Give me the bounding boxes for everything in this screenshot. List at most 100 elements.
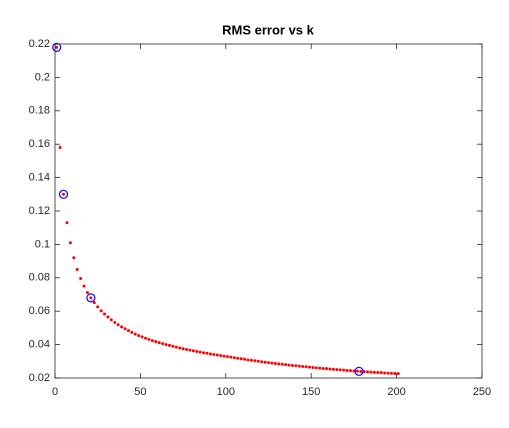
data-point [167, 343, 171, 347]
data-point [58, 146, 62, 150]
data-point [222, 354, 226, 358]
data-point [147, 337, 151, 341]
data-point [287, 363, 291, 367]
data-point [277, 362, 281, 366]
data-point [396, 372, 400, 376]
data-point [328, 367, 332, 371]
data-point [229, 355, 233, 359]
data-point [65, 221, 69, 225]
data-point [369, 370, 373, 374]
data-point [376, 370, 380, 374]
y-tick-label: 0.14 [29, 172, 50, 184]
data-point [157, 341, 161, 345]
x-tick-label: 250 [473, 386, 491, 398]
chart-title: RMS error vs k [222, 22, 315, 37]
data-point [301, 364, 305, 368]
data-point [280, 362, 284, 366]
data-point [249, 358, 253, 362]
data-point [212, 352, 216, 356]
data-point [208, 352, 212, 356]
data-point [123, 327, 127, 331]
highlight-marker [354, 366, 364, 376]
data-point [140, 335, 144, 339]
data-point [253, 359, 257, 363]
data-point [379, 371, 383, 375]
data-point [85, 290, 89, 294]
data-point [273, 361, 277, 365]
data-point [171, 344, 175, 348]
data-point [226, 355, 230, 359]
data-point [331, 367, 335, 371]
data-point [243, 357, 247, 361]
y-tick-label: 0.16 [29, 138, 50, 150]
data-point [89, 296, 93, 300]
x-tick-label: 0 [52, 386, 58, 398]
data-point [260, 360, 264, 364]
data-point [75, 267, 79, 271]
data-point [311, 365, 315, 369]
x-tick-label: 50 [134, 386, 146, 398]
data-point [263, 360, 267, 364]
data-point [304, 365, 308, 369]
data-point [205, 351, 209, 355]
y-tick-label: 0.08 [29, 272, 50, 284]
data-point [345, 368, 349, 372]
data-point [270, 361, 274, 365]
data-point [355, 369, 359, 373]
y-tick-label: 0.18 [29, 105, 50, 117]
data-point [335, 368, 339, 372]
data-point [62, 192, 66, 196]
data-point [325, 367, 329, 371]
data-point [72, 256, 76, 260]
data-point [103, 312, 107, 316]
data-point [154, 340, 158, 344]
data-point [297, 364, 301, 368]
data-point [386, 371, 390, 375]
x-tick-label: 200 [387, 386, 405, 398]
data-point [79, 276, 83, 280]
y-tick-label: 0.04 [29, 339, 50, 351]
data-point [342, 368, 346, 372]
data-point [393, 371, 397, 375]
data-point [215, 353, 219, 357]
data-point [366, 370, 370, 374]
data-point [188, 348, 192, 352]
data-point [338, 368, 342, 372]
data-point [198, 350, 202, 354]
data-point [126, 329, 130, 333]
data-point [202, 351, 206, 355]
axes-box [54, 43, 483, 379]
data-point [267, 361, 270, 365]
data-point [116, 323, 120, 327]
data-point [256, 359, 260, 363]
data-point [314, 366, 318, 370]
highlight-marker [58, 189, 69, 199]
data-point [191, 349, 195, 353]
data-point [137, 334, 141, 338]
data-point [174, 345, 178, 349]
data-point [290, 363, 294, 367]
plot-area [55, 44, 482, 378]
data-point [294, 364, 298, 368]
data-point [372, 370, 376, 374]
data-point [133, 332, 137, 336]
data-point [178, 346, 182, 350]
highlight-marker [52, 42, 62, 52]
data-point [284, 363, 288, 367]
data-point [383, 371, 387, 375]
y-tick-label: 0.12 [29, 205, 50, 217]
y-tick-label: 0.22 [29, 38, 50, 50]
data-point [109, 318, 113, 322]
y-tick-label: 0.06 [29, 305, 50, 317]
x-tick-label: 100 [217, 386, 235, 398]
data-point [150, 339, 154, 343]
data-point [130, 330, 134, 334]
y-tick-label: 0.02 [29, 372, 50, 384]
data-point [92, 301, 96, 305]
y-tick-label: 0.1 [35, 238, 50, 250]
data-point [106, 315, 110, 319]
data-point [161, 342, 165, 346]
data-point [82, 284, 86, 288]
